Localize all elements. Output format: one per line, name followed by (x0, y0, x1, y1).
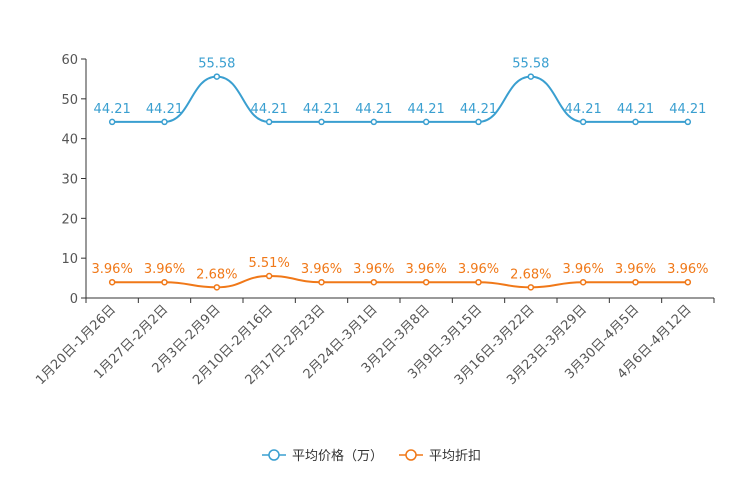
data-label: 55.58 (198, 57, 235, 72)
data-label: 44.21 (303, 102, 340, 117)
data-point[interactable] (370, 278, 378, 286)
data-label: 44.21 (617, 102, 654, 117)
data-label: 3.96% (406, 262, 447, 277)
data-point[interactable] (265, 272, 273, 280)
legend: 平均价格（万） 平均折扣 (262, 448, 481, 464)
data-point[interactable] (213, 284, 221, 291)
data-label: 2.68% (196, 267, 237, 282)
data-label: 5.51% (249, 256, 290, 271)
data-label: 44.21 (669, 102, 706, 117)
legend-item-1[interactable]: 平均价格（万） (262, 448, 383, 464)
data-point[interactable] (213, 73, 221, 80)
data-label: 3.96% (458, 262, 499, 277)
data-point[interactable] (527, 73, 535, 80)
data-label: 44.21 (94, 102, 131, 117)
legend-label: 平均折扣 (429, 449, 481, 464)
data-label: 2.68% (510, 267, 551, 282)
y-tick-label: 30 (61, 173, 78, 188)
data-label: 3.96% (301, 262, 342, 277)
data-point[interactable] (632, 278, 639, 286)
data-label: 44.21 (355, 102, 392, 117)
series-line-2 (112, 275, 688, 289)
data-label: 44.21 (146, 102, 183, 117)
y-tick-label: 40 (61, 133, 78, 148)
data-label: 55.58 (512, 57, 549, 72)
data-point[interactable] (318, 118, 325, 126)
data-point[interactable] (579, 118, 587, 126)
data-point[interactable] (475, 118, 482, 126)
y-tick-label: 0 (70, 292, 78, 307)
data-label: 44.21 (408, 102, 445, 117)
y-tick-label: 50 (61, 93, 78, 108)
data-point[interactable] (108, 278, 116, 286)
legend-label: 平均价格（万） (292, 448, 383, 464)
data-label: 3.96% (667, 262, 708, 277)
data-point[interactable] (422, 118, 430, 126)
data-label: 3.96% (615, 262, 656, 277)
data-label: 3.96% (92, 262, 133, 277)
data-label: 44.21 (565, 102, 602, 117)
data-label: 3.96% (563, 262, 604, 277)
data-point[interactable] (632, 118, 639, 126)
data-label: 44.21 (460, 102, 497, 117)
data-point[interactable] (265, 118, 273, 126)
legend-item-2[interactable]: 平均折扣 (399, 449, 481, 464)
y-tick-label: 20 (61, 212, 78, 227)
data-point[interactable] (161, 278, 168, 286)
data-label: 44.21 (251, 102, 288, 117)
data-point[interactable] (684, 118, 692, 126)
legend-circle-symbol (405, 449, 417, 461)
y-tick-label: 60 (61, 53, 78, 68)
data-point[interactable] (422, 278, 430, 286)
data-point[interactable] (318, 278, 325, 286)
data-label: 3.96% (144, 262, 185, 277)
data-point[interactable] (684, 278, 692, 286)
data-point[interactable] (161, 118, 168, 126)
y-tick-label: 10 (61, 252, 78, 267)
legend-circle-symbol (268, 449, 280, 461)
data-point[interactable] (527, 284, 535, 291)
data-point[interactable] (475, 278, 482, 286)
data-point[interactable] (579, 278, 587, 286)
data-point[interactable] (370, 118, 378, 126)
data-point[interactable] (108, 118, 116, 126)
data-label: 3.96% (353, 262, 394, 277)
